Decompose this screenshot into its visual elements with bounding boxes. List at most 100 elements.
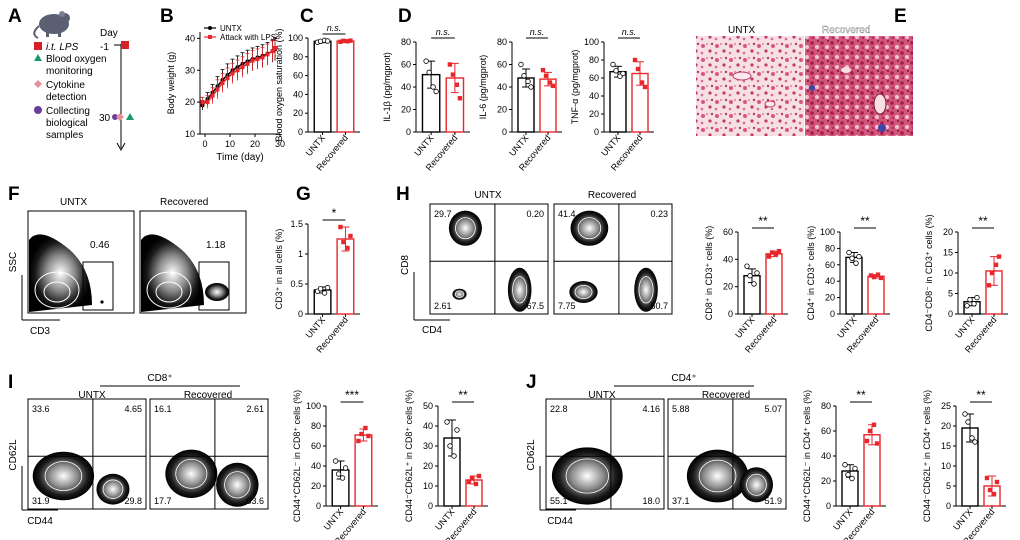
data-point [324,284,331,291]
y-tick-label: 80 [497,37,507,47]
recovered-plot-label: Recovered [702,390,750,401]
density-contour [507,267,532,312]
data-point [339,475,346,481]
data-point [200,100,205,105]
gate-percent: 0.46 [90,240,110,251]
data-point [962,411,968,417]
data-point [747,273,753,279]
y-tick-label: 0 [298,127,303,137]
density-contour [454,290,465,298]
data-point [230,71,235,76]
y-axis-label: CD3⁺ in all cells (%) [274,229,284,310]
density-contour [452,288,467,300]
y-tick-label: 60 [311,441,321,451]
chart-c: C 0 20 40 60 80 100 Blood oxygen saturation (%)… [274,6,360,173]
series-line [201,48,276,106]
panel-e: E UNTX Recovered [696,6,913,136]
x-tick-label: 30 [275,139,285,149]
y-tick-label: 40 [821,451,831,461]
data-point [521,73,527,79]
y-tick-label: 40 [825,276,835,286]
mouse-icon [33,11,70,39]
y-tick-label: 80 [821,401,831,411]
data-point [260,55,265,60]
data-point [240,65,245,70]
panel-letter: F [8,184,20,205]
panel-letter: G [296,184,311,205]
cd3-gate [198,261,230,311]
density-contour [577,217,602,240]
panel-letter: C [300,6,314,27]
x-tick-label: 10 [225,139,235,149]
quadrant-percent: 22.8 [550,404,568,414]
x-tick-label: UNTX [412,133,435,158]
data-point [454,427,460,433]
y-tick-label: 20 [401,105,411,115]
data-point [265,52,270,57]
panel-i-flow: I CD8⁺ UNTX Recovered 33.6 4.65 31.9 29.8 1… [8,372,269,527]
legend-line: i.t. LPS [46,42,79,53]
chart-b: B 10 20 30 40 Body weight (g) 0 10 20 30 Time (day… [160,6,285,163]
data-point [525,78,531,85]
y-tick-label: 40 [293,89,303,99]
y-tick-label: 20 [293,108,303,118]
gate-percent: 1.18 [206,240,226,251]
significance-label: n.s. [622,27,637,37]
quadrant-percent: 29.7 [434,209,452,219]
significance-label: ** [856,388,866,402]
y-tick-label: 0 [728,309,733,319]
y-tick-label: 0 [946,501,951,511]
data-point [450,72,456,77]
y-axis-label: CD44⁺CD62L⁻ in CD8⁺ cells (%) [292,390,302,522]
quadrant-percent: 50.7 [650,301,668,311]
bar [313,40,332,133]
quadrant-percent: 51.9 [764,496,782,506]
recovered-quadrant-plot: 5.88 5.07 37.1 51.9 [667,398,787,510]
y-tick-label: 80 [825,243,835,253]
data-point [324,38,331,44]
y-axis-label: CD44⁻CD62L⁺ in CD8⁺ cells (%) [404,390,414,522]
data-point [451,453,457,459]
quadrant-percent: 0.20 [526,209,544,219]
x-axis-label: CD4 [422,325,442,336]
data-point [457,96,463,101]
y-tick-label: 1.5 [290,219,303,229]
data-point [547,80,553,85]
data-point [766,254,772,259]
data-point [430,84,436,90]
data-point [856,253,862,260]
data-point [447,443,453,449]
y-tick-label: 10 [423,481,433,491]
data-point [842,462,848,468]
y-axis-label: CD8⁺ in CD3⁺ cells (%) [704,226,714,321]
density-contour [638,276,654,304]
untx-plot-label: UNTX [60,197,88,208]
y-tick-label: 15 [943,248,953,258]
panel-f: F UNTX Recovered 0.46 1.18 SSC CD3 [8,184,247,337]
chart-i2: 0 10 20 30 40 50 CD44⁻CD62L⁺ in CD8⁺ cells (%)… [404,388,488,540]
data-point [974,294,980,301]
density-contour [739,467,774,503]
quadrant-percent: 4.16 [642,404,660,414]
series-line [202,47,276,103]
y-axis-label: Blood oxygen saturation (%) [274,28,284,141]
lps-marker-icon [34,42,42,50]
y-tick-label: 40 [423,421,433,431]
untx-quadrant-plot: 22.8 4.16 55.1 18.0 [545,398,665,510]
y-tick-label: 80 [311,421,321,431]
quadrant-percent: 41.4 [558,209,576,219]
data-point [849,255,855,261]
y-tick-label: 30 [185,65,195,75]
y-tick-label: 20 [423,461,433,471]
collect-marker-icon [34,106,42,114]
data-point [744,263,750,269]
quadrant-percent: 55.1 [550,496,568,506]
y-tick-label: 100 [820,227,835,237]
y-axis-label: TNF-α (pg/mgprot) [570,50,580,125]
y-tick-label: 0 [502,127,507,137]
